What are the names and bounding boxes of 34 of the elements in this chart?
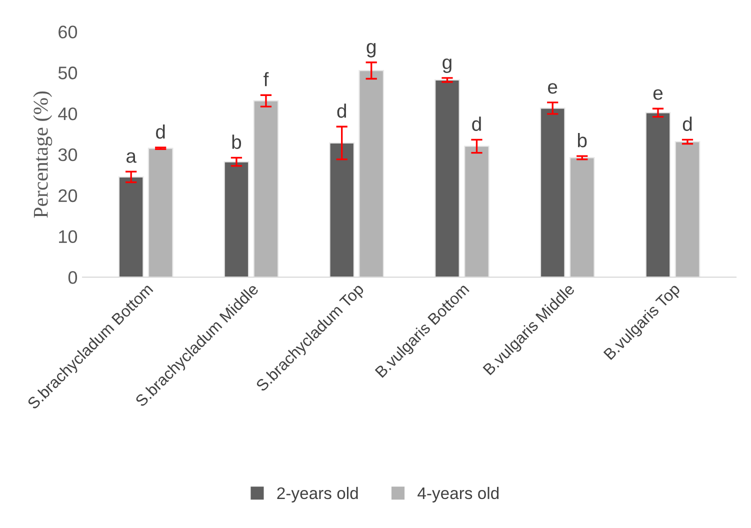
annotation: a: [126, 152, 136, 163]
y-tick-label: 50: [58, 66, 78, 80]
annotation: d: [156, 124, 165, 139]
y-tick-label: 40: [58, 107, 78, 120]
bar: [569, 157, 595, 278]
annotation: b: [578, 133, 587, 148]
annotation: f: [264, 72, 269, 86]
annotation: g: [366, 42, 376, 58]
y-tick-label: 60: [58, 26, 78, 38]
bar: [540, 108, 566, 278]
bar: [148, 148, 174, 278]
y-tick-label: 0: [68, 271, 78, 284]
y-axis-title: Percentage (%): [33, 91, 52, 218]
legend-label: 4-years old: [418, 486, 499, 502]
y-tick-label: 30: [58, 148, 78, 162]
annotation: d: [472, 116, 481, 131]
bar: [674, 141, 700, 278]
bar: [329, 142, 355, 278]
bar: [645, 112, 671, 278]
y-tick-label: 20: [58, 189, 78, 202]
annotation: e: [653, 89, 663, 100]
y-tick-label: 10: [59, 230, 78, 243]
annotation: e: [548, 83, 558, 94]
bar: [118, 176, 144, 278]
bar: [253, 100, 279, 278]
annotation: b: [232, 134, 242, 149]
bar: [224, 161, 250, 278]
annotation: g: [442, 58, 452, 74]
bar: [358, 70, 384, 278]
annotation: d: [337, 104, 346, 118]
annotation: d: [682, 116, 692, 131]
legend-label: 2-years old: [277, 486, 358, 502]
bar: [464, 146, 490, 278]
bar: [434, 79, 460, 278]
